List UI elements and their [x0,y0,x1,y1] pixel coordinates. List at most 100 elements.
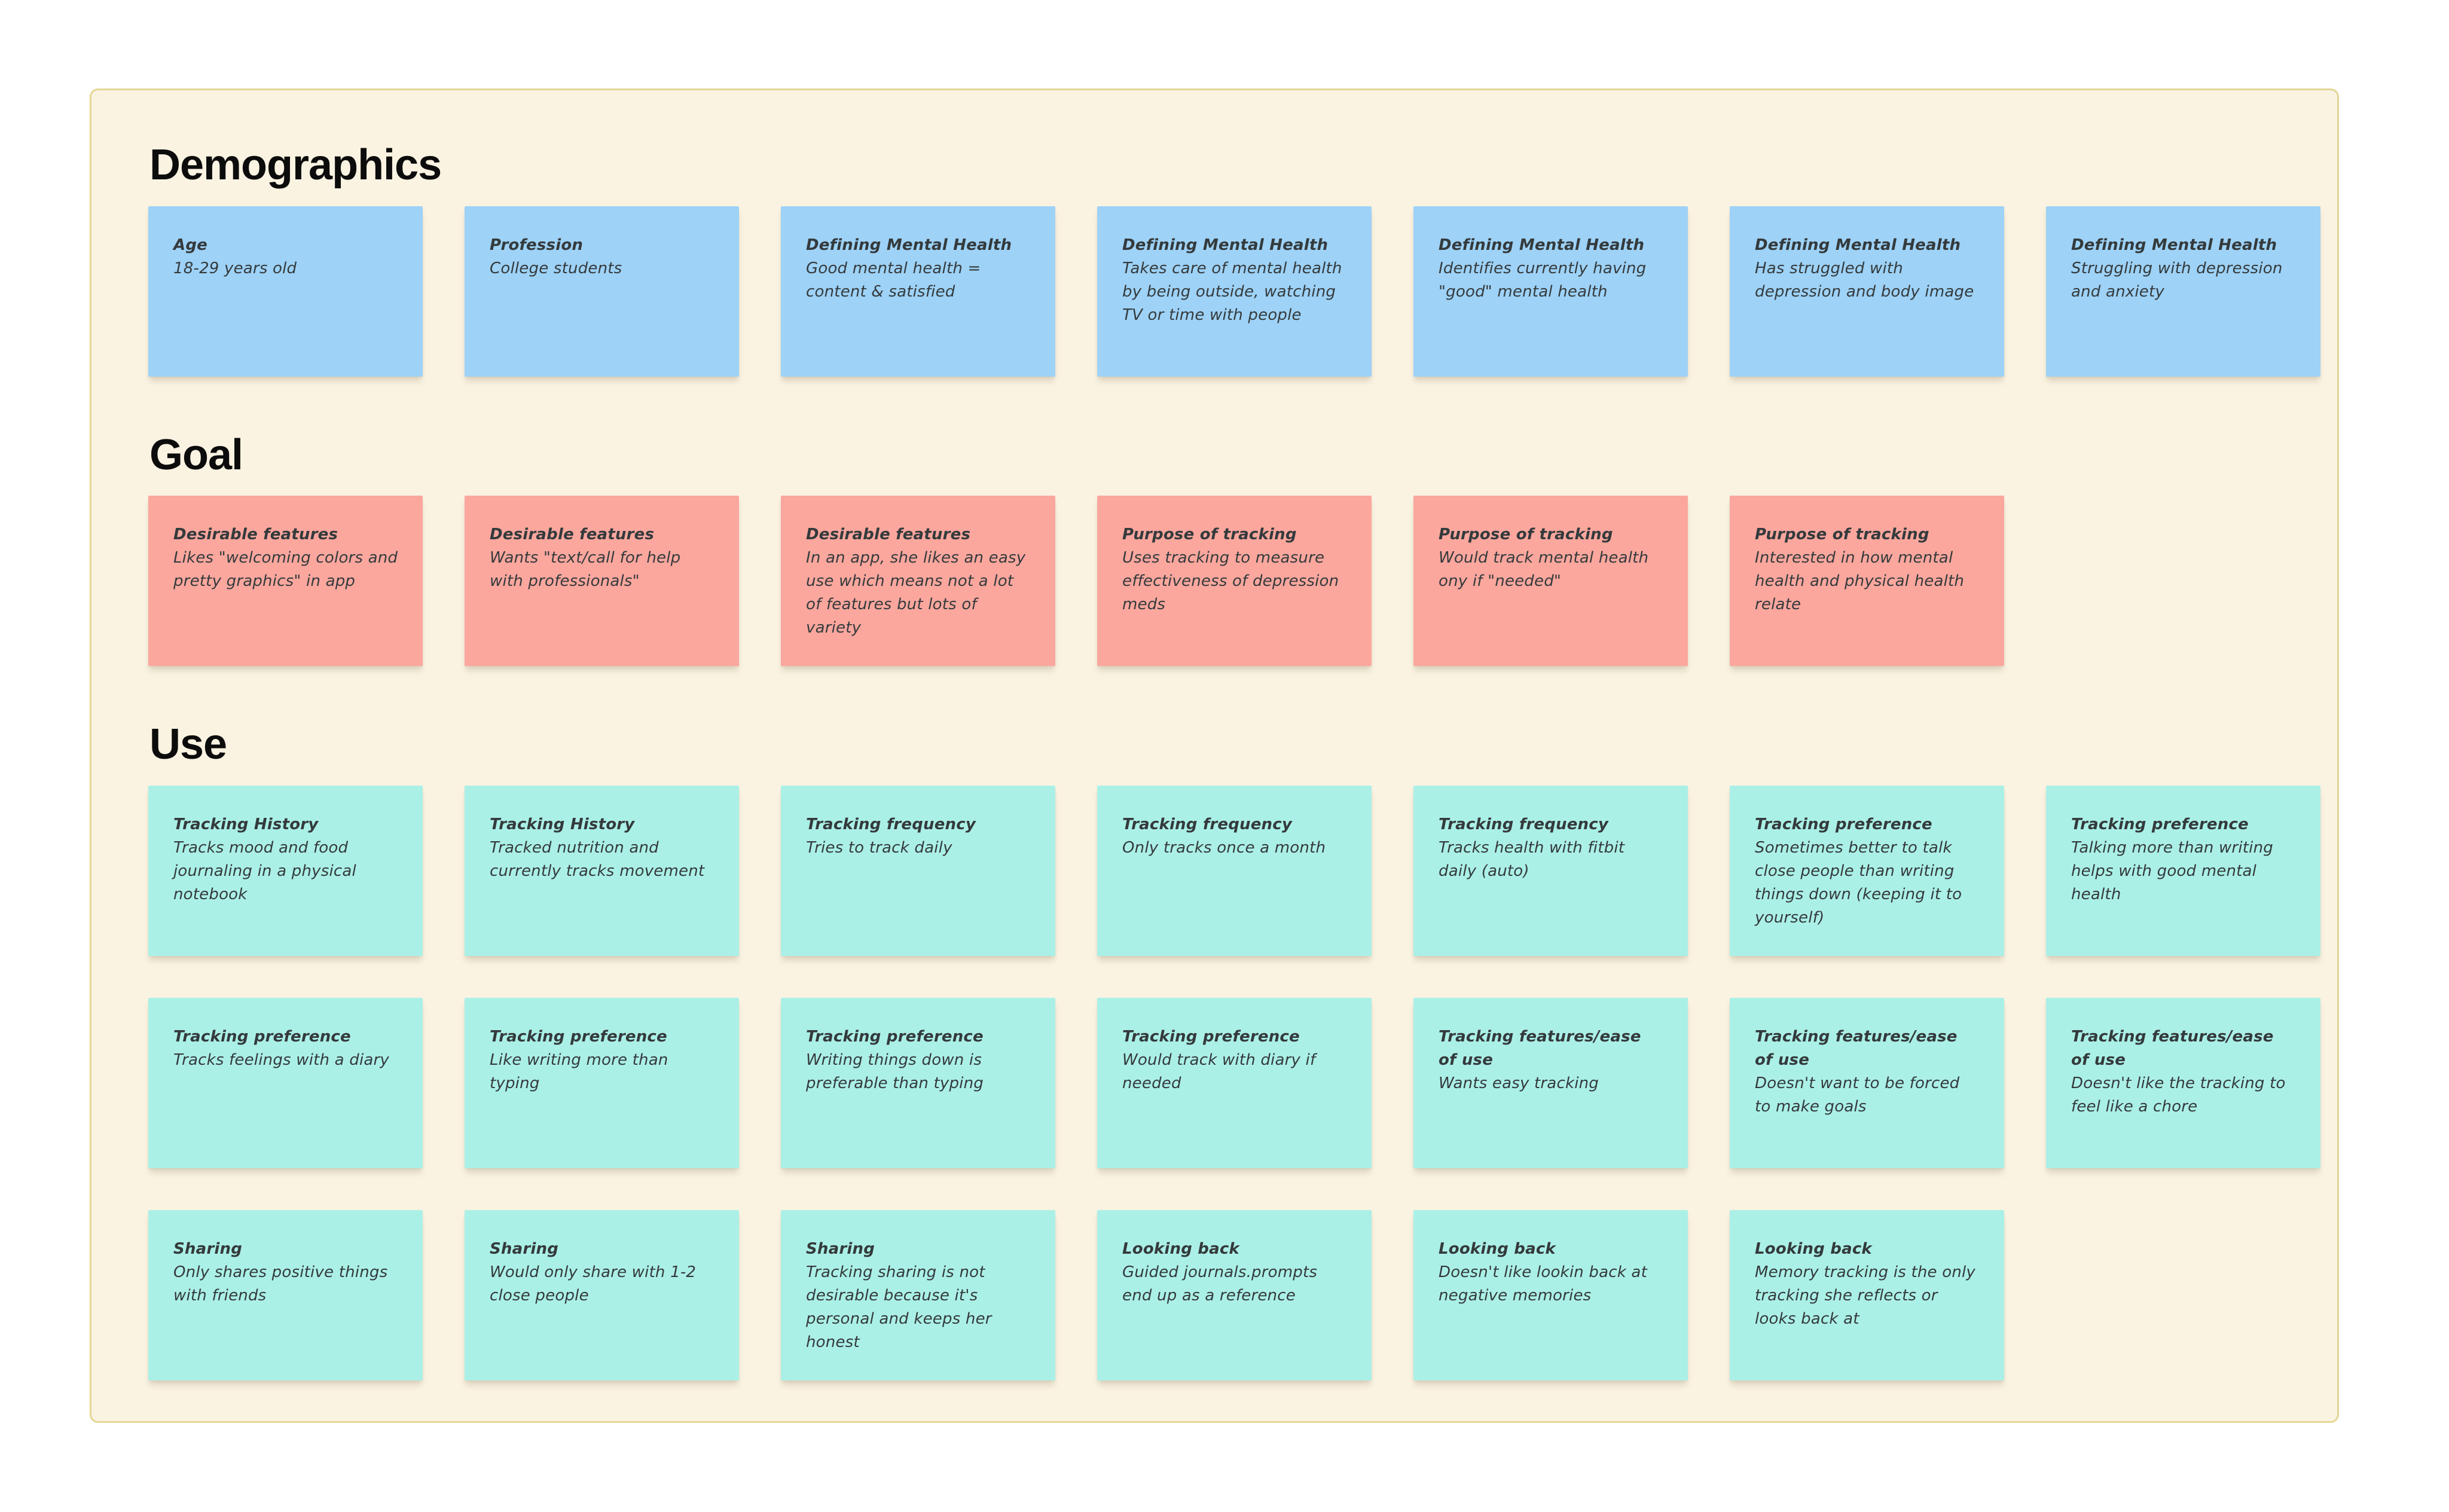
sticky-note[interactable]: Defining Mental Health Takes care of ment… [1097,206,1372,377]
sticky-note[interactable]: Tracking preference Tracks feelings with … [148,997,423,1168]
sticky-note[interactable]: Sharing Would only share with 1-2 close p… [465,1209,739,1380]
note-text: Purpose of tracking Would track mental he… [1439,523,1664,593]
note-text: Looking back Memory tracking is the only … [1755,1238,1980,1331]
note-text: Looking back Doesn't like lookin back at … [1439,1238,1664,1308]
sticky-note[interactable]: Tracking features/ease of use Doesn't wan… [1730,997,2004,1168]
note-text: Tracking preference Talking more than wri… [2071,813,2297,906]
sticky-note[interactable]: Tracking frequency Tracks health with fit… [1413,785,1688,956]
note-title: Tracking History [490,815,635,833]
sticky-note[interactable]: Looking back Guided journals.prompts end … [1097,1209,1372,1380]
sticky-note[interactable]: Defining Mental Health Struggling with de… [2046,206,2320,377]
note-title: Tracking features/ease of use [1439,1027,1641,1069]
sticky-note[interactable]: Purpose of tracking Interested in how men… [1730,496,2004,667]
sticky-note[interactable]: Tracking preference Sometimes better to t… [1730,785,2004,956]
note-title: Sharing [490,1239,559,1258]
note-body: Like writing more than typing [490,1050,668,1092]
note-title: Sharing [173,1239,243,1258]
note-body: Tracking sharing is not desirable becaus… [806,1263,992,1351]
note-body: Tracks mood and food journaling in a phy… [173,838,356,903]
note-body: Memory tracking is the only tracking she… [1755,1263,1976,1328]
note-body: Would track mental health ony if "needed… [1439,549,1649,591]
sticky-note[interactable]: Tracking frequency Only tracks once a mon… [1097,785,1372,956]
sticky-note[interactable]: Tracking preference Talking more than wri… [2046,785,2320,956]
note-body: Only shares positive things with friends [173,1263,388,1305]
note-text: Sharing Would only share with 1-2 close p… [490,1238,715,1308]
note-text: Tracking preference Would track with diar… [1122,1025,1348,1095]
sticky-note[interactable]: Sharing Only shares positive things with … [148,1209,423,1380]
sticky-note[interactable]: Defining Mental Health Identifies current… [1413,206,1688,377]
sticky-note[interactable]: Profession College students [465,206,739,377]
note-title: Tracking frequency [1439,815,1609,833]
note-text: Purpose of tracking Interested in how men… [1755,523,1980,616]
sticky-note[interactable]: Tracking preference Writing things down i… [781,997,1055,1168]
sticky-note[interactable]: Looking back Memory tracking is the only … [1730,1209,2004,1380]
note-body: Talking more than writing helps with goo… [2071,838,2273,903]
note-text: Tracking frequency Tracks health with fit… [1439,813,1664,883]
note-body: Has struggled with depression and body i… [1755,259,1974,301]
note-body: Struggling with depression and anxiety [2071,259,2283,301]
note-text: Defining Mental Health Good mental health… [806,234,1031,304]
note-title: Desirable features [806,526,971,544]
sticky-note[interactable]: Tracking frequency Tries to track daily [781,785,1055,956]
note-text: Tracking frequency Only tracks once a mon… [1122,813,1348,860]
note-body: Interested in how mental health and phys… [1755,549,1965,614]
sticky-note[interactable]: Defining Mental Health Has struggled with… [1730,206,2004,377]
notes-grid-use: Tracking History Tracks mood and food jou… [148,785,2323,1380]
note-title: Defining Mental Health [1122,236,1329,254]
note-body: Tracks health with fitbit daily (auto) [1439,838,1625,880]
note-title: Tracking preference [173,1027,351,1046]
note-text: Tracking History Tracks mood and food jou… [173,813,399,906]
sticky-note[interactable]: Defining Mental Health Good mental health… [781,206,1055,377]
note-title: Defining Mental Health [1439,236,1645,254]
note-body: Identifies currently having "good" menta… [1439,259,1647,301]
note-text: Sharing Only shares positive things with … [173,1238,399,1308]
sticky-note[interactable]: Looking back Doesn't like lookin back at … [1413,1209,1688,1380]
note-title: Desirable features [490,526,655,544]
note-body: Doesn't want to be forced to make goals [1755,1074,1960,1116]
note-text: Age 18-29 years old [173,234,399,280]
note-body: Doesn't like lookin back at negative mem… [1439,1263,1647,1305]
note-body: Tracked nutrition and currently tracks m… [490,838,705,880]
note-text: Tracking preference Writing things down i… [806,1025,1031,1095]
sticky-note[interactable]: Desirable features Likes "welcoming color… [148,496,423,667]
note-title: Purpose of tracking [1439,526,1613,544]
note-text: Tracking features/ease of use Doesn't wan… [1755,1025,1980,1119]
note-text: Tracking preference Like writing more tha… [490,1025,715,1095]
sticky-note[interactable]: Desirable features Wants "text/call for h… [465,496,739,667]
sticky-note[interactable]: Purpose of tracking Uses tracking to meas… [1097,496,1372,667]
sticky-note[interactable]: Tracking preference Would track with diar… [1097,997,1372,1168]
section-title-use: Use [149,720,227,769]
sticky-note[interactable]: Age 18-29 years old [148,206,423,377]
section-title-goal: Goal [149,430,243,479]
sticky-note[interactable]: Tracking History Tracks mood and food jou… [148,785,423,956]
sticky-note[interactable]: Tracking features/ease of use Doesn't lik… [2046,997,2320,1168]
note-body: Writing things down is preferable than t… [806,1050,984,1092]
note-text: Defining Mental Health Has struggled with… [1755,234,1980,304]
sticky-note[interactable]: Sharing Tracking sharing is not desirable… [781,1209,1055,1380]
note-text: Profession College students [490,234,715,280]
sticky-note[interactable]: Tracking features/ease of use Wants easy … [1413,997,1688,1168]
section-use: Use Tracking History Tracks mood and food … [148,722,2323,1380]
sticky-note[interactable]: Tracking preference Like writing more tha… [465,997,739,1168]
note-text: Tracking preference Sometimes better to t… [1755,813,1980,930]
note-title: Defining Mental Health [2071,236,2277,254]
note-text: Sharing Tracking sharing is not desirable… [806,1238,1031,1354]
note-title: Looking back [1755,1239,1872,1258]
note-body: 18-29 years old [173,259,297,277]
sticky-note[interactable]: Desirable features In an app, she likes a… [781,496,1055,667]
board-frame: Demographics Age 18-29 years old Profession… [90,88,2339,1423]
note-title: Defining Mental Health [1755,236,1961,254]
note-title: Tracking preference [1755,815,1932,833]
note-body: Tracks feelings with a diary [173,1050,389,1069]
section-goal: Goal Desirable features Likes "welcoming c… [148,430,2323,667]
note-title: Defining Mental Health [806,236,1012,254]
note-body: In an app, she likes an easy use which m… [806,549,1026,637]
note-body: Sometimes better to talk close people th… [1755,838,1962,927]
note-title: Desirable features [173,526,338,544]
note-text: Tracking preference Tracks feelings with … [173,1025,399,1072]
note-text: Defining Mental Health Identifies current… [1439,234,1664,304]
sticky-note[interactable]: Purpose of tracking Would track mental he… [1413,496,1688,667]
note-body: Wants "text/call for help with professio… [490,549,681,591]
note-body: Guided journals.prompts end up as a refe… [1122,1263,1318,1305]
sticky-note[interactable]: Tracking History Tracked nutrition and cu… [465,785,739,956]
